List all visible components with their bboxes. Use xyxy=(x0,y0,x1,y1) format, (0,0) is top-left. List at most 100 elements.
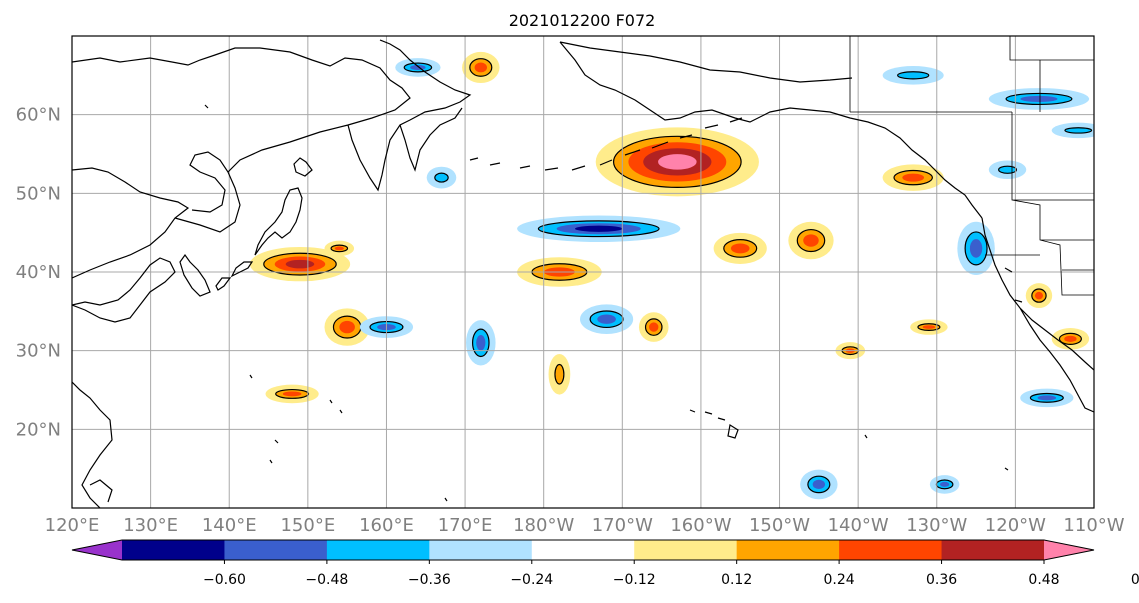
negative-anomaly xyxy=(517,215,681,242)
positive-anomaly xyxy=(788,221,834,260)
lat-tick-label: 50°N xyxy=(16,183,61,204)
colorbar-tick-label: −0.36 xyxy=(408,572,451,588)
negative-anomaly xyxy=(580,304,634,335)
contour-band xyxy=(730,243,750,254)
positive-anomaly xyxy=(713,232,767,264)
negative-anomaly xyxy=(988,160,1027,180)
longitude-tick-labels: 120°E 130°E 140°E 150°E 160°E 170°E 180°W 170°W… xyxy=(45,515,1125,536)
positive-anomaly xyxy=(1051,328,1090,350)
colorbar-tick-label: −0.48 xyxy=(305,572,348,588)
lon-tick-label: 150°E xyxy=(280,515,335,536)
colorbar: −0.60 −0.48 −0.36 −0.24 −0.12 0.12 0.24 0.36 0.4… xyxy=(71,539,1139,588)
contour-band xyxy=(282,391,302,397)
kamchatka-coastline xyxy=(399,107,463,172)
anomaly-field xyxy=(249,51,1094,500)
negative-anomaly xyxy=(800,469,838,500)
latitude-tick-labels: 60°N 50°N 40°N 30°N 20°N xyxy=(16,105,61,441)
contour-band xyxy=(803,234,819,247)
colorbar-extend-max xyxy=(1044,540,1094,560)
negative-anomaly xyxy=(426,166,457,189)
lon-tick-label: 140°E xyxy=(202,515,257,536)
negative-anomaly xyxy=(929,475,960,494)
map-frame xyxy=(71,35,1095,509)
positive-anomaly xyxy=(595,127,759,197)
contour-band xyxy=(658,154,697,170)
alaska-coastline xyxy=(559,41,983,219)
contour-band xyxy=(554,363,565,385)
contour-band xyxy=(902,173,925,182)
colorbar-tick-label: −0.60 xyxy=(203,572,246,588)
negative-anomaly xyxy=(395,58,441,77)
positive-anomaly xyxy=(910,319,948,335)
contour-band xyxy=(1037,395,1057,401)
lon-tick-label: 150°W xyxy=(749,515,810,536)
north-america-coastline xyxy=(981,217,1094,413)
colorbar-tick-label: 0.24 xyxy=(824,572,855,588)
hawaii-islands xyxy=(689,409,739,439)
contour-band xyxy=(649,322,659,332)
chart-title: 2021012200 F072 xyxy=(509,11,656,30)
lon-tick-label: 170°E xyxy=(438,515,493,536)
contour-band xyxy=(998,165,1018,174)
contour-band xyxy=(922,325,936,329)
lat-tick-label: 60°N xyxy=(16,105,61,126)
lon-tick-label: 130°E xyxy=(123,515,178,536)
positive-anomaly xyxy=(638,312,669,342)
lat-tick-label: 40°N xyxy=(16,262,61,283)
graticule xyxy=(72,36,1094,508)
pacific-small-islands xyxy=(204,104,1009,502)
lon-tick-label: 120°W xyxy=(985,515,1046,536)
positive-anomaly xyxy=(1025,283,1053,309)
state-borders xyxy=(849,36,1094,296)
contour-band xyxy=(939,481,950,487)
lon-tick-label: 170°W xyxy=(592,515,653,536)
positive-anomaly xyxy=(462,51,500,84)
contour-band xyxy=(1064,127,1093,134)
lat-tick-label: 30°N xyxy=(16,341,61,362)
colorbar-bin xyxy=(326,540,430,560)
colorbar-bin xyxy=(531,540,635,560)
colorbar-tick-label: −0.24 xyxy=(510,572,553,588)
colorbar-bin xyxy=(736,540,840,560)
negative-anomaly xyxy=(1020,388,1074,408)
colorbar-bin xyxy=(429,540,533,560)
contour-band xyxy=(812,479,826,490)
contour-band xyxy=(434,172,449,183)
colorbar-extend-min xyxy=(72,540,122,560)
lon-tick-label: 140°W xyxy=(828,515,889,536)
coastlines xyxy=(72,36,1094,508)
contour-band xyxy=(969,239,983,258)
positive-anomaly xyxy=(265,384,319,404)
lon-tick-label: 120°E xyxy=(45,515,100,536)
contour-band xyxy=(339,320,355,334)
lon-tick-label: 160°E xyxy=(359,515,414,536)
colorbar-bin xyxy=(941,540,1045,560)
negative-anomaly xyxy=(988,88,1090,110)
colorbar-bin xyxy=(122,540,225,560)
positive-anomaly xyxy=(548,353,571,395)
contour-band xyxy=(476,335,486,351)
negative-anomaly xyxy=(882,66,944,85)
lon-tick-label: 130°W xyxy=(906,515,967,536)
colorbar-bin xyxy=(839,540,943,560)
negative-anomaly xyxy=(466,320,496,366)
colorbar-tick-label: 0.60 xyxy=(1131,572,1139,588)
lon-tick-label: 110°W xyxy=(1063,515,1124,536)
contour-band xyxy=(897,71,930,80)
contour-band xyxy=(574,225,623,232)
colorbar-outline xyxy=(71,539,1095,561)
positive-anomaly xyxy=(249,246,351,282)
contour-band xyxy=(474,62,487,73)
positive-anomaly xyxy=(324,308,370,346)
contour-band xyxy=(597,314,616,324)
colorbar-tick-label: 0.48 xyxy=(1028,572,1059,588)
aleutian-islands xyxy=(469,117,743,171)
colorbar-bin xyxy=(634,540,738,560)
lon-tick-label: 160°W xyxy=(670,515,731,536)
negative-anomaly xyxy=(1051,122,1094,139)
contour-band xyxy=(285,259,315,269)
contour-band xyxy=(1064,335,1077,342)
colorbar-tick-label: 0.36 xyxy=(926,572,957,588)
